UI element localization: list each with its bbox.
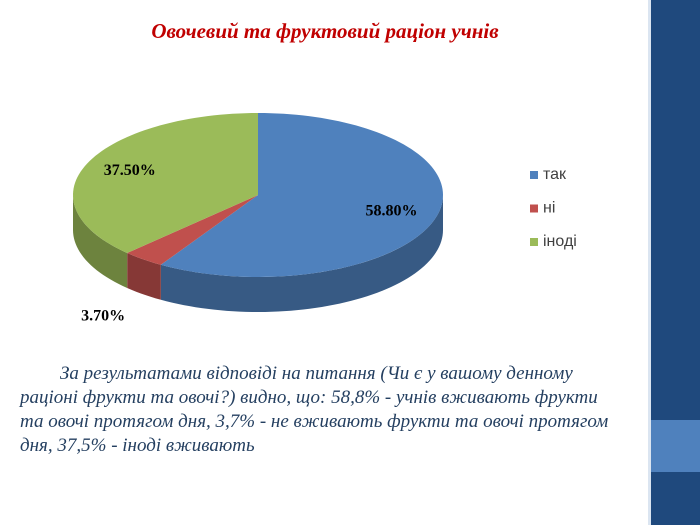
chart: Овочевий та фруктовий раціон учнів 58.80… (73, 19, 577, 324)
data-label: 58.80% (365, 202, 417, 219)
legend-swatch (530, 204, 538, 213)
chart-title: Овочевий та фруктовий раціон учнів (151, 19, 499, 43)
data-label: 37.50% (104, 162, 156, 179)
slice-side (73, 195, 128, 288)
data-label: 3.70% (81, 307, 125, 324)
slice (127, 195, 258, 265)
side-square (651, 420, 700, 472)
body-text: За результатами відповіді на питання (Чи… (20, 363, 609, 456)
legend-swatch (530, 238, 538, 246)
legend-label: так (543, 166, 567, 183)
legend-swatch (530, 171, 538, 179)
slice-side (160, 195, 443, 312)
legend-label: ні (543, 200, 555, 217)
slice-side (127, 252, 161, 300)
slice (73, 113, 259, 253)
legend-label: іноді (543, 233, 577, 250)
slice (160, 113, 443, 277)
